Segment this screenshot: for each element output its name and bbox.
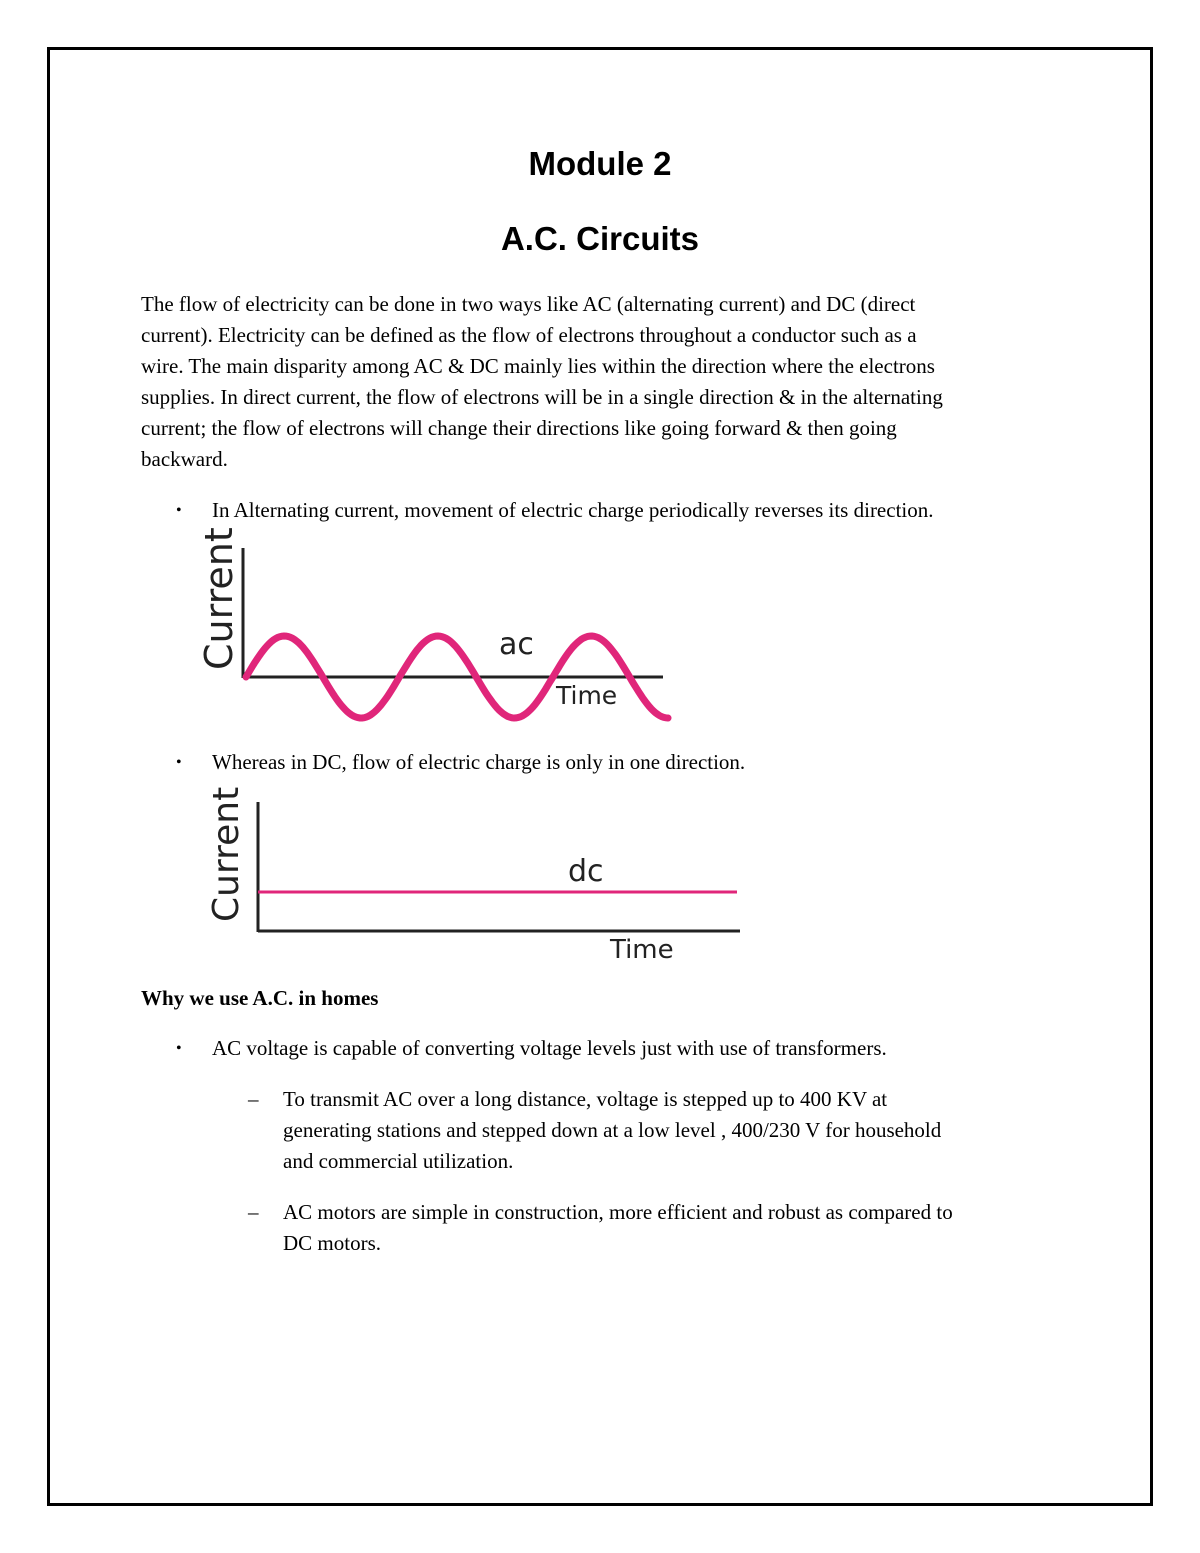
bullet-ac-text: In Alternating current, movement of elec… — [212, 498, 934, 522]
intro-line: The flow of electricity can be done in t… — [141, 292, 916, 316]
dash-icon: – — [248, 1087, 259, 1111]
sub-bullet-line: AC motors are simple in construction, mo… — [283, 1200, 953, 1224]
bullet-icon: • — [176, 502, 182, 519]
bullet-icon: • — [176, 754, 182, 771]
ac-waveform — [242, 632, 672, 722]
page-border — [47, 47, 1153, 1506]
ac-ylabel: Current — [197, 527, 241, 670]
sub-bullet-line: DC motors. — [283, 1231, 382, 1255]
intro-line: supplies. In direct current, the flow of… — [141, 385, 943, 409]
intro-line: wire. The main disparity among AC & DC m… — [141, 354, 935, 378]
dash-icon: – — [248, 1200, 259, 1224]
bullet-dc-text: Whereas in DC, flow of electric charge i… — [212, 750, 746, 774]
sub-bullet-line: and commercial utilization. — [283, 1149, 514, 1173]
sub-bullet-line: generating stations and stepped down at … — [283, 1118, 942, 1142]
dc-ylabel: Current — [206, 787, 247, 922]
why-heading: Why we use A.C. in homes — [141, 986, 379, 1010]
bullet-why-text: AC voltage is capable of converting volt… — [212, 1036, 887, 1060]
dc-xlabel: Time — [609, 935, 674, 965]
ac-xlabel: Time — [555, 681, 617, 710]
intro-line: current). Electricity can be defined as … — [141, 323, 917, 347]
bullet-icon: • — [176, 1040, 182, 1057]
intro-line: current; the flow of electrons will chan… — [141, 416, 897, 440]
ac-curve-label: ac — [499, 627, 534, 662]
section-title: A.C. Circuits — [500, 220, 700, 257]
sub-bullet-line: To transmit AC over a long distance, vol… — [283, 1087, 888, 1111]
dc-curve-label: dc — [568, 854, 604, 889]
intro-line: backward. — [141, 447, 228, 471]
module-title: Module 2 — [528, 145, 672, 182]
